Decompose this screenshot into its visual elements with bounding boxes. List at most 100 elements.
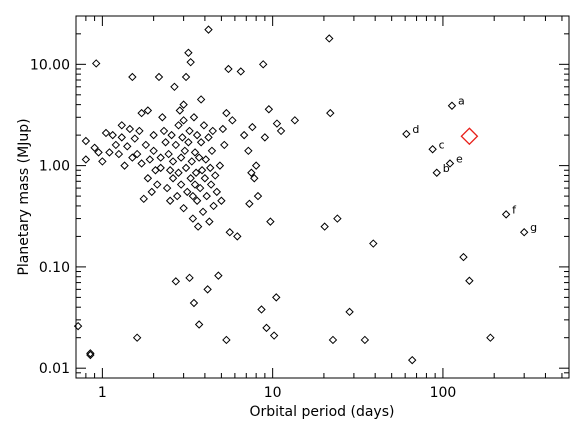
data-point — [190, 180, 200, 189]
data-point — [199, 121, 209, 130]
data-point — [218, 124, 228, 134]
axis-ticks: 1 10 100 0.01 0.10 1.00 10.00 — [30, 15, 569, 401]
data-points: d cbe a fg — [73, 25, 537, 365]
data-point — [114, 149, 124, 159]
data-point — [228, 116, 237, 125]
labelled-data-point — [486, 333, 495, 342]
data-point — [325, 34, 334, 43]
data-point — [159, 126, 169, 136]
data-point — [328, 335, 338, 345]
data-point — [183, 187, 192, 197]
data-point — [224, 64, 233, 74]
data-point — [212, 187, 222, 197]
data-point — [86, 350, 95, 360]
data-point — [170, 82, 179, 92]
data-point — [154, 72, 164, 82]
data-point — [137, 108, 146, 118]
data-point — [171, 277, 181, 286]
data-point — [153, 180, 162, 189]
data-point — [184, 48, 193, 57]
planet-letter-label: a — [458, 95, 465, 108]
y-tick-label: 0.10 — [39, 260, 70, 276]
data-point — [149, 130, 158, 140]
data-point — [120, 161, 129, 170]
data-point — [181, 163, 191, 173]
data-point — [239, 130, 249, 140]
data-point — [188, 214, 198, 223]
data-point — [145, 155, 155, 164]
data-point — [206, 163, 215, 173]
data-point — [90, 143, 99, 152]
y-tick-label: 1.00 — [39, 159, 70, 175]
data-point — [168, 174, 178, 183]
data-point — [165, 196, 175, 205]
y-tick-label: 0.01 — [39, 361, 70, 377]
x-tick-label: 10 — [264, 385, 282, 401]
x-tick-label: 1 — [98, 385, 107, 401]
planet-letter-label: c — [439, 138, 445, 151]
data-point — [215, 161, 225, 170]
labelled-data-point — [459, 252, 468, 262]
data-point — [360, 335, 370, 345]
data-point — [209, 201, 218, 211]
data-point — [130, 134, 139, 143]
data-point — [189, 298, 199, 308]
labelled-data-point — [501, 210, 511, 219]
labelled-data-point — [402, 129, 411, 139]
data-point — [132, 333, 142, 342]
data-point — [192, 196, 202, 205]
data-point — [269, 331, 279, 340]
data-point — [276, 126, 286, 136]
x-axis-title: Orbital period (days) — [250, 404, 395, 420]
data-point — [264, 105, 274, 114]
data-point — [162, 183, 172, 193]
data-point — [204, 25, 213, 34]
labelled-data-point — [519, 228, 529, 237]
data-point — [251, 161, 261, 170]
data-point — [174, 121, 183, 130]
data-point — [156, 153, 165, 162]
data-point — [214, 271, 223, 280]
planet-letter-label: b — [443, 162, 450, 175]
data-point — [149, 146, 158, 156]
data-point — [139, 194, 148, 204]
data-point — [123, 142, 132, 151]
planet-letter-label: d — [412, 123, 419, 136]
data-point — [196, 138, 206, 147]
data-point — [81, 136, 91, 146]
data-point — [128, 153, 137, 162]
data-point — [117, 121, 126, 130]
data-point — [193, 222, 203, 231]
data-point — [180, 146, 190, 156]
data-point — [98, 157, 107, 166]
data-point — [137, 159, 146, 168]
data-point — [194, 320, 204, 329]
labelled-data-point — [447, 101, 457, 110]
data-point — [179, 116, 188, 125]
data-point — [258, 60, 268, 69]
planet-letter-label: f — [512, 203, 517, 216]
data-point — [167, 130, 176, 140]
data-point — [176, 153, 186, 162]
data-point — [250, 174, 259, 183]
labelled-data-point — [432, 168, 441, 177]
data-point — [190, 148, 200, 157]
data-point — [203, 285, 212, 294]
data-point — [117, 133, 126, 142]
y-axis-title: Planetary mass (MJup) — [16, 118, 32, 275]
data-point — [81, 155, 91, 164]
data-point — [108, 130, 117, 140]
data-point — [197, 166, 207, 175]
data-point — [407, 355, 417, 365]
data-point — [181, 72, 191, 82]
data-point — [141, 140, 151, 150]
data-point — [186, 174, 195, 183]
data-point — [195, 183, 205, 193]
data-point — [135, 126, 144, 136]
data-point — [247, 168, 256, 177]
data-point — [253, 191, 263, 201]
data-point — [244, 146, 253, 156]
data-point — [225, 228, 234, 237]
data-point — [204, 133, 213, 142]
